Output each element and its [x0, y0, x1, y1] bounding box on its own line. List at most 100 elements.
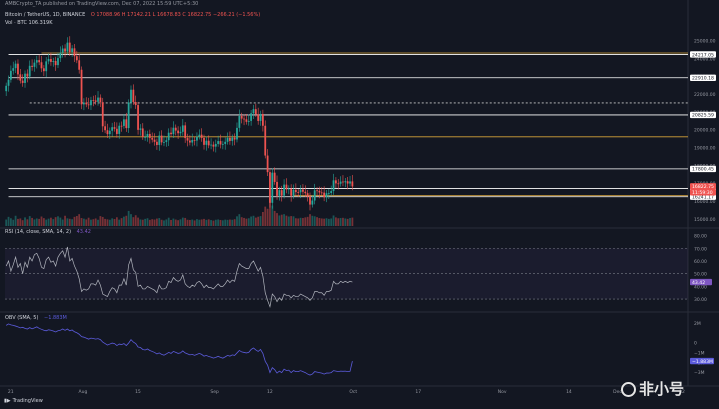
volume-bar: [83, 218, 85, 226]
volume-bar: [108, 219, 111, 226]
volume-bar: [165, 219, 168, 226]
volume-bar: [125, 215, 128, 226]
obv-value-tag: −1.883M: [692, 359, 713, 365]
volume-bar: [285, 215, 288, 226]
volume-bar: [134, 215, 137, 226]
candle-body: [123, 119, 125, 126]
candle-body: [38, 60, 41, 63]
candle-body: [64, 48, 66, 52]
obv-line: [5, 323, 353, 376]
volume-bar: [269, 198, 271, 226]
volume-bar: [280, 214, 283, 226]
candle-body: [156, 141, 158, 146]
candle-body: [337, 183, 340, 185]
price-tick-label: 20000.00: [694, 128, 716, 134]
volume-bar: [330, 218, 333, 226]
time-tick-label: 21: [8, 389, 14, 395]
candle-body: [290, 188, 293, 196]
volume-bar: [243, 217, 245, 226]
candle-body: [165, 140, 168, 142]
candle-body: [167, 132, 170, 141]
volume-bar: [316, 217, 318, 226]
last-price-tag-bg: [690, 189, 716, 196]
candle-body: [61, 48, 64, 53]
volume-bar: [254, 217, 257, 226]
candle-body: [130, 89, 132, 103]
obv-tick-label: −1M: [694, 350, 705, 356]
obv-label[interactable]: OBV (SMA, 5): [5, 315, 39, 321]
candle-body: [54, 61, 57, 66]
candle-body: [320, 192, 323, 194]
candle-body: [31, 65, 33, 67]
watermark-logo-icon: [621, 382, 636, 397]
volume-bar: [179, 219, 182, 226]
candle-body: [19, 74, 22, 81]
tv-icon: ▮▶: [4, 398, 11, 404]
candle-body: [118, 125, 121, 134]
candle-body: [304, 191, 307, 194]
volume-bar: [200, 219, 203, 226]
volume-bar: [106, 219, 109, 226]
candle-body: [75, 56, 78, 61]
volume-bar: [294, 218, 297, 226]
volume-bar: [335, 217, 337, 226]
volume-bar: [210, 220, 212, 226]
candle-body: [346, 181, 349, 184]
volume-bar: [52, 219, 55, 226]
volume-bar: [297, 218, 300, 226]
price-tick-label: 19000.00: [694, 146, 716, 152]
volume-label[interactable]: Vol · BTC 106.319K: [5, 20, 53, 26]
candle-body: [120, 125, 123, 127]
volume-bar: [40, 216, 43, 226]
volume-bar: [137, 217, 139, 226]
rsi-label[interactable]: RSI (14, close, SMA, 14, 2): [5, 229, 72, 235]
candle-body: [137, 105, 139, 130]
volume-bar: [64, 215, 66, 226]
volume-bar: [54, 217, 57, 226]
volume-bar: [21, 220, 24, 226]
candle-body: [101, 102, 104, 127]
volume-bar: [80, 218, 83, 226]
candle-body: [80, 69, 83, 105]
tradingview-logo[interactable]: ▮▶ TradingView: [4, 398, 43, 404]
volume-bar: [78, 214, 81, 226]
candle-body: [271, 172, 274, 203]
obv-value-tag-bg: [690, 357, 714, 365]
candle-body: [297, 192, 300, 193]
symbol-title[interactable]: Bitcoin / TetherUS, 1D, BINANCE: [5, 12, 86, 18]
volume-bar: [273, 210, 276, 226]
candle-body: [342, 181, 344, 183]
candle-body: [153, 139, 156, 142]
volume-bar: [113, 219, 116, 226]
candle-body: [26, 73, 29, 77]
volume-bar: [153, 219, 156, 226]
obv-legend: OBV (SMA, 5) −1.883M: [5, 315, 71, 321]
volume-bar: [26, 219, 29, 226]
candle-body: [335, 180, 337, 184]
volume-bar: [278, 215, 281, 226]
volume-bar: [214, 219, 217, 226]
candle-body: [24, 73, 26, 83]
candle-body: [316, 190, 318, 192]
volume-bar: [247, 218, 250, 226]
publisher-line: AMBCrypto_TA published on TradingView.co…: [5, 1, 199, 7]
volume-bar: [24, 217, 26, 226]
price-tick-label: 25000.00: [694, 38, 716, 44]
header-bar: AMBCrypto_TA published on TradingView.co…: [0, 0, 719, 11]
volume-bar: [115, 217, 118, 226]
candle-body: [97, 97, 99, 102]
candle-body: [229, 137, 231, 141]
candle-body: [200, 134, 203, 138]
symbol-legend: Bitcoin / TetherUS, 1D, BINANCE O 17088.…: [5, 12, 264, 18]
volume-bar: [14, 215, 17, 226]
candle-body: [66, 42, 69, 52]
candle-body: [57, 58, 59, 66]
volume-bar: [172, 218, 175, 226]
rsi-tick-label: 40.00: [694, 284, 707, 290]
candle-body: [90, 100, 92, 106]
volume-bar: [306, 216, 309, 226]
price-tick-label: 15000.00: [694, 217, 716, 223]
volume-bar: [177, 220, 180, 226]
volume-bar: [31, 217, 33, 226]
